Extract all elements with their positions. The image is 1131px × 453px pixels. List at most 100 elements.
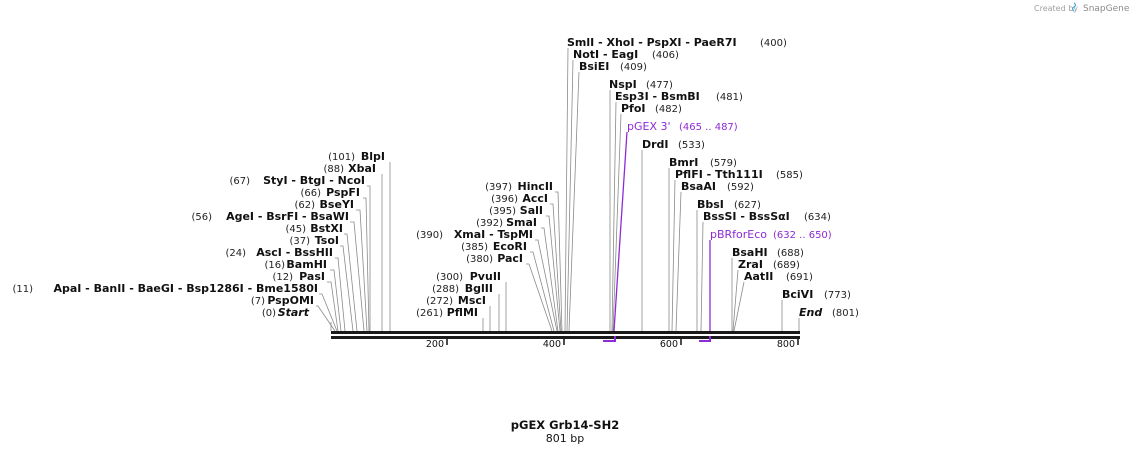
site-bsiei[interactable]: BsiEI (579, 60, 609, 73)
site-bcivi-pos: (773) (824, 290, 851, 301)
site-bcivi[interactable]: BciVI (782, 288, 813, 301)
snapgene-branding[interactable]: Created by SnapGene (1034, 2, 1130, 14)
site-bbsi[interactable]: BbsI (697, 198, 724, 211)
site-pvuii-pos: (300) (436, 272, 463, 283)
site-drdi-pos: (533) (678, 140, 705, 151)
site-bsahi[interactable]: BsaHI (732, 246, 768, 259)
site-bbsi-pos: (627) (734, 200, 761, 211)
tick-label-200: 200 (426, 339, 444, 350)
backbone-bottom-strand (331, 336, 800, 339)
site-bglii-pos: (288) (432, 284, 459, 295)
leader-pspfi (363, 197, 370, 332)
site-msci[interactable]: MscI (458, 294, 486, 307)
site-pflmi-pos: (261) (416, 308, 443, 319)
site-paci[interactable]: PacI (497, 252, 523, 265)
leader-tspmi (535, 239, 558, 332)
leader-smai (541, 227, 559, 332)
leader-hincii (555, 191, 563, 332)
leader-bsssai (700, 221, 704, 332)
site-bseyi[interactable]: BseYI (320, 198, 354, 211)
site-blpi[interactable]: BlpI (361, 150, 385, 163)
site-paci-pos: (380) (466, 254, 493, 265)
site-apai-group[interactable]: ApaI - BanII - BaeGI - Bsp1286I - Bme158… (53, 282, 318, 295)
site-agei-bsrfi-bsawi[interactable]: AgeI - BsrFI - BsaWI (226, 210, 349, 223)
site-drdi[interactable]: DrdI (642, 138, 669, 151)
site-bglii[interactable]: BglII (465, 282, 493, 295)
site-aatii[interactable]: AatII (744, 270, 773, 283)
site-nspi[interactable]: NspI (609, 78, 637, 91)
site-bmri-pos: (579) (710, 158, 737, 169)
site-noti-eagi[interactable]: NotI - EagI (573, 48, 638, 61)
feature-pgex-3-leader (613, 131, 628, 332)
leader-bseyi (356, 209, 368, 332)
feature-pbrforeco[interactable]: pBRforEco (632 .. 650) (699, 228, 832, 342)
site-bamhi-pos: (16) (264, 260, 285, 271)
feature-pbrforeco-range: (632 .. 650) (773, 230, 832, 241)
site-esp3i-bsmbi-pos: (481) (716, 92, 743, 103)
site-bstxi[interactable]: BstXI (310, 222, 343, 235)
site-tsoi[interactable]: TsoI (315, 234, 339, 247)
leader-bamhi (330, 269, 342, 332)
site-sali[interactable]: SalI (520, 204, 543, 217)
leader-ncoi (367, 185, 371, 331)
site-bmri[interactable]: BmrI (669, 156, 698, 169)
feature-pgex-3-label: pGEX 3' (627, 120, 671, 133)
site-sali-pos: (395) (489, 206, 516, 217)
leader-eagi (566, 59, 574, 332)
site-end[interactable]: End (799, 306, 822, 319)
site-xbai[interactable]: XbaI (348, 162, 376, 175)
leader-bsaai (675, 191, 682, 332)
axis-tick-marks: 200 400 600 800 (426, 339, 799, 350)
site-asci-bsshii-pos: (24) (225, 248, 246, 259)
site-smai-pos: (392) (476, 218, 503, 229)
site-pflmi[interactable]: PflMI (447, 306, 478, 319)
site-pspomi[interactable]: PspOMI (267, 294, 314, 307)
site-bseyi-pos: (62) (294, 200, 315, 211)
branding-name: SnapGene (1083, 4, 1130, 14)
leader-bsshii (335, 257, 346, 332)
site-bsaai-pos: (592) (727, 182, 754, 193)
site-pasi-pos: (12) (272, 272, 293, 283)
site-bsssi-bssai[interactable]: BssSI - BssSαI (703, 210, 790, 223)
site-smai[interactable]: SmaI (506, 216, 537, 229)
site-zrai[interactable]: ZraI (738, 258, 763, 271)
leader-bme1580i (319, 293, 338, 332)
site-bsaai[interactable]: BsaAI (681, 180, 716, 193)
left-site-labels: BlpI (101) XbaI (88) StyI - BtgI - NcoI … (12, 150, 553, 319)
leader-bsiei (568, 71, 580, 332)
site-apai-group-pos: (11) (12, 284, 33, 295)
map-length: 801 bp (546, 432, 584, 445)
site-noti-eagi-pos: (406) (652, 50, 679, 61)
site-bstxi-pos: (45) (285, 224, 306, 235)
leader-zrai (732, 269, 739, 332)
site-pspfi[interactable]: PspFI (326, 186, 360, 199)
leader-pspomi (316, 305, 336, 332)
leader-sali (546, 215, 561, 332)
site-xmai-tspmi[interactable]: XmaI - TspMI (454, 228, 533, 241)
site-hincii-pos: (397) (485, 182, 512, 193)
leader-acci (550, 203, 562, 332)
site-smli-group-pos: (400) (760, 38, 787, 49)
site-hincii[interactable]: HincII (517, 180, 553, 193)
site-styi-btgi-ncoi[interactable]: StyI - BtgI - NcoI (263, 174, 365, 187)
site-ecori[interactable]: EcoRI (493, 240, 527, 253)
site-smli-group[interactable]: SmlI - XhoI - PspXI - PaeR7I (567, 36, 737, 49)
site-acci[interactable]: AccI (522, 192, 548, 205)
site-acci-pos: (396) (491, 194, 518, 205)
site-pasi[interactable]: PasI (299, 270, 325, 283)
site-esp3i-bsmbi[interactable]: Esp3I - BsmBI (615, 90, 700, 103)
site-xbai-pos: (88) (323, 164, 344, 175)
backbone-top-strand (331, 331, 800, 334)
sequence-backbone (331, 331, 800, 339)
site-start[interactable]: Start (278, 306, 310, 319)
leader-bsawi (350, 221, 365, 332)
site-bsahi-pos: (688) (777, 248, 804, 259)
site-pvuii[interactable]: PvuII (470, 270, 501, 283)
site-pflfi-tth111i[interactable]: PflFI - Tth111I (675, 168, 763, 181)
site-bamhi[interactable]: BamHI (286, 258, 327, 271)
site-ecori-pos: (385) (461, 242, 488, 253)
site-asci-bsshii[interactable]: AscI - BssHII (256, 246, 333, 259)
feature-pgex-3[interactable]: pGEX 3' (465 .. 487) (603, 120, 738, 342)
site-pfoi[interactable]: PfoI (621, 102, 646, 115)
site-bsiei-pos: (409) (620, 62, 647, 73)
